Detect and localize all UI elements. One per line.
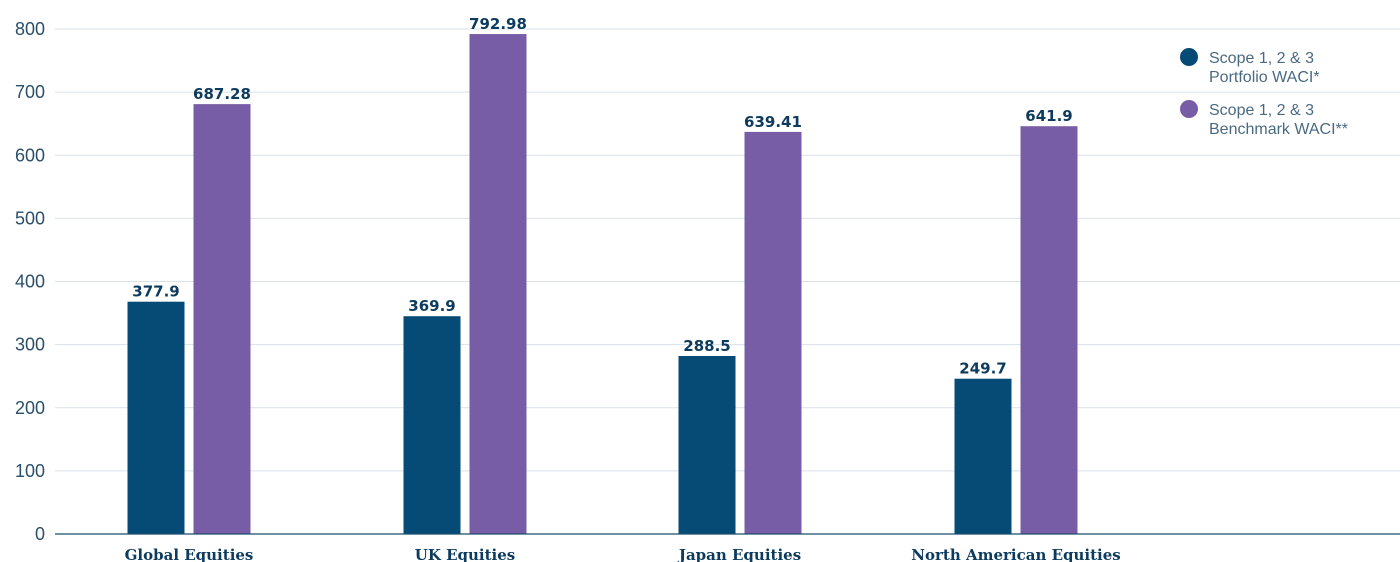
y-tick-label: 200 [15,398,45,418]
bar-portfolio [127,301,185,534]
data-label: 639.41 [744,113,802,131]
legend-text: Scope 1, 2 & 3 [1209,50,1314,67]
x-tick-label: North American Equities [911,546,1120,562]
bar-portfolio [403,316,461,534]
data-label: 792.98 [469,15,527,33]
data-label: 369.9 [408,297,455,315]
data-label: 687.28 [193,85,251,103]
legend-text: Benchmark WACI** [1209,121,1348,138]
bar-benchmark [469,34,527,535]
data-label: 288.5 [683,337,730,355]
y-tick-label: 400 [15,272,45,292]
data-labels: 377.9 687.28 369.9 792.98 288.5 639.41 249.7 64… [132,15,1072,378]
data-label: 377.9 [132,283,179,301]
x-tick-label: Japan Equities [677,546,801,562]
legend-item: Scope 1, 2 & 3 Portfolio WACI* [1180,48,1320,86]
bar-benchmark [1020,126,1078,535]
data-label: 641.9 [1025,107,1072,125]
legend-marker [1180,48,1198,66]
y-tick-label: 800 [15,19,45,39]
bar-portfolio [678,355,736,534]
legend-text: Scope 1, 2 & 3 [1209,102,1314,119]
legend-item: Scope 1, 2 & 3 Benchmark WACI** [1180,100,1348,138]
data-label: 249.7 [959,360,1006,378]
x-tick-label: UK Equities [415,546,515,562]
legend-text: Portfolio WACI* [1209,69,1320,86]
bar-benchmark [744,131,802,535]
bar-benchmark [193,104,251,535]
y-tick-label: 100 [15,461,45,481]
y-axis-ticks: 0 100 200 300 400 500 600 700 800 [15,19,45,544]
bar-portfolio [954,378,1012,534]
x-axis-labels: Global Equities UK Equities Japan Equities… [125,546,1121,562]
gridlines [55,28,1400,472]
y-tick-label: 0 [35,524,45,544]
y-tick-label: 700 [15,82,45,102]
x-tick-label: Global Equities [125,546,254,562]
legend-marker [1180,100,1198,118]
y-tick-label: 500 [15,208,45,228]
bars [127,34,1078,535]
y-tick-label: 600 [15,145,45,165]
y-tick-label: 300 [15,335,45,355]
